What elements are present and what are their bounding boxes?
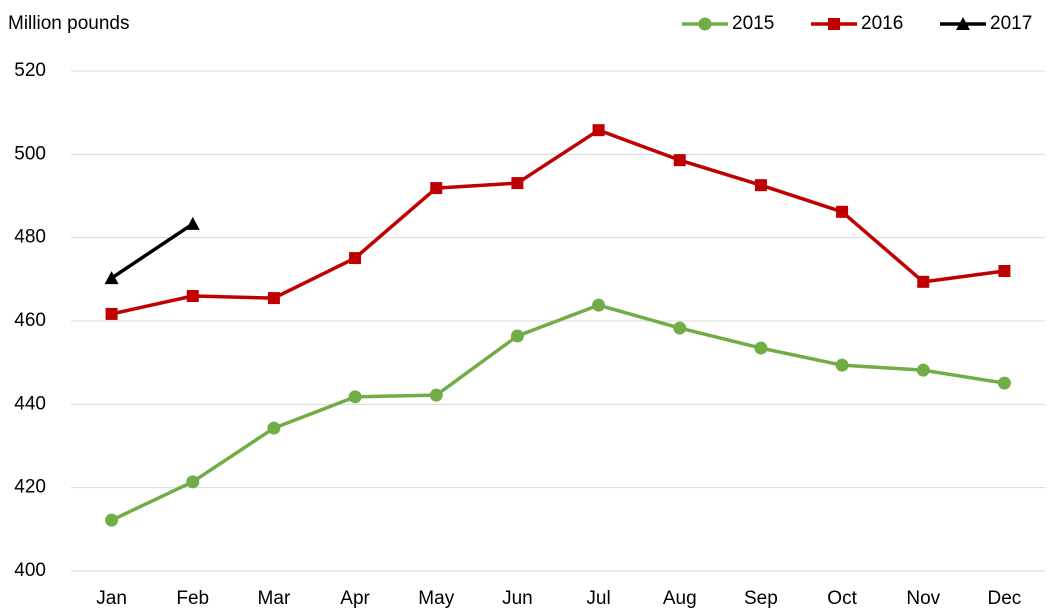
marker (429, 388, 443, 402)
marker (835, 358, 849, 372)
marker (185, 216, 200, 230)
marker (267, 421, 281, 435)
marker (105, 307, 118, 320)
marker (916, 363, 930, 377)
marker (997, 376, 1011, 390)
legend-label: 2017 (990, 13, 1032, 34)
marker (673, 154, 686, 167)
marker (511, 177, 524, 190)
marker (998, 265, 1011, 277)
marker (510, 329, 524, 343)
x-tick-label: May (418, 588, 454, 609)
legend-marker (828, 18, 840, 30)
y-axis-label: Million pounds (8, 13, 129, 34)
marker (430, 182, 443, 195)
marker (754, 341, 768, 355)
marker (348, 390, 362, 404)
marker (754, 179, 767, 192)
legend-label: 2015 (732, 13, 774, 34)
x-tick-label: Dec (988, 588, 1022, 609)
y-tick-label: 420 (14, 477, 46, 498)
x-tick-label: Jun (502, 588, 533, 609)
marker (186, 290, 199, 302)
legend-label: 2016 (861, 13, 903, 34)
series-line (111, 128, 1005, 316)
y-tick-label: 480 (14, 227, 46, 248)
x-tick-label: Jul (586, 588, 610, 609)
x-tick-label: Oct (827, 588, 857, 609)
marker (105, 513, 119, 527)
legend-marker (698, 17, 712, 31)
legend: 2015 2016 2017 (682, 13, 1032, 34)
x-tick-label: Apr (340, 588, 370, 609)
y-tick-label: 400 (14, 560, 46, 581)
x-tick-label: Aug (663, 588, 697, 609)
y-tick-label: 520 (14, 60, 46, 81)
marker (592, 124, 605, 137)
marker (267, 292, 280, 305)
x-tick-label: Jan (96, 588, 127, 609)
x-tick-label: Mar (258, 588, 291, 609)
marker (836, 205, 849, 218)
marker (186, 475, 200, 489)
y-tick-label: 440 (14, 393, 46, 414)
x-tick-label: Feb (176, 588, 209, 609)
x-tick-label: Sep (744, 588, 778, 609)
marker (673, 321, 687, 335)
series-line (110, 303, 1005, 522)
marker (349, 252, 362, 265)
series-line (110, 222, 194, 280)
marker (917, 275, 930, 288)
x-tick-label: Nov (906, 588, 940, 609)
legend-marker (956, 17, 970, 30)
y-tick-label: 500 (14, 143, 46, 164)
y-tick-label: 460 (14, 310, 46, 331)
marker (592, 298, 606, 312)
marker (104, 271, 119, 285)
